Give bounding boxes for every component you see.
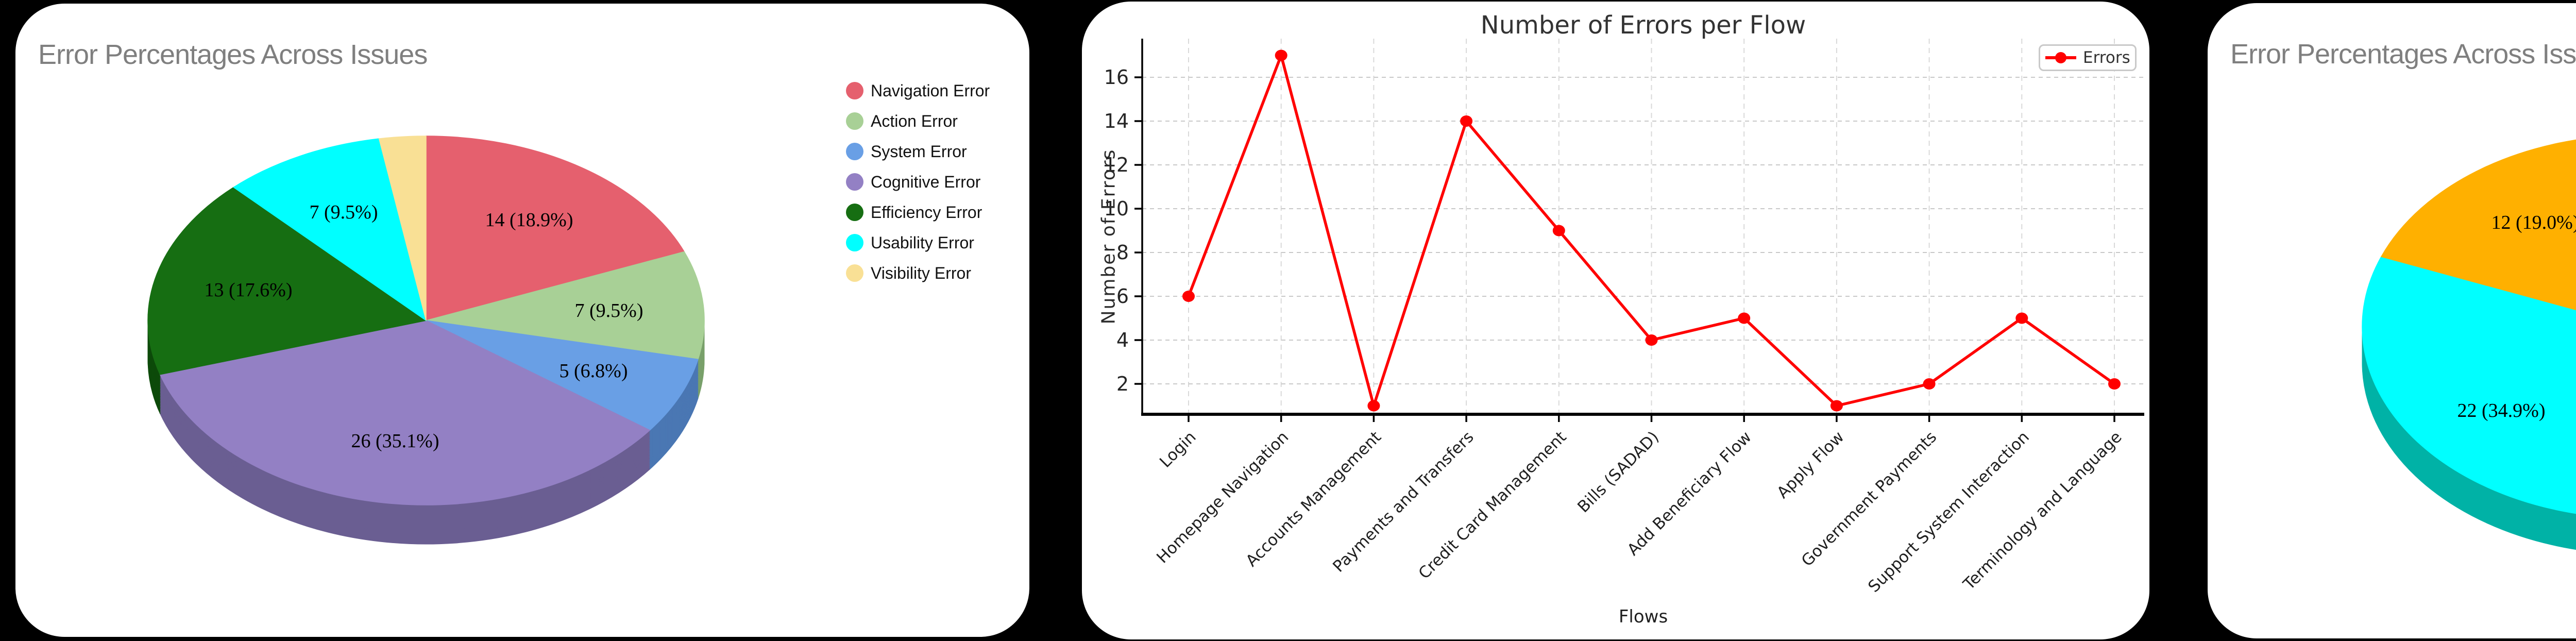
y-tick-label: 2: [1116, 373, 1129, 395]
y-tick-label: 4: [1116, 329, 1129, 351]
data-point-marker: [1552, 225, 1565, 237]
legend-swatch-icon: [846, 234, 863, 251]
legend-label: Efficiency Error: [871, 203, 982, 222]
legend-swatch-icon: [846, 173, 863, 191]
data-point-marker: [2015, 312, 2028, 324]
legend-item: Action Error: [846, 112, 990, 130]
pie-slice-label: 22 (34.9%): [2458, 400, 2546, 421]
legend-label: Cognitive Error: [871, 172, 981, 191]
data-point-marker: [1460, 115, 1473, 127]
legend-item: Efficiency Error: [846, 203, 990, 222]
data-point-marker: [1738, 312, 1751, 324]
x-tick-label: Support System Interaction: [1865, 428, 2033, 596]
data-point-marker: [1645, 334, 1658, 346]
y-tick-label: 16: [1104, 66, 1129, 89]
pie-slice-label: 26 (35.1%): [351, 430, 439, 452]
pie-chart-left-svg: 14 (18.9%) 7 (9.5%) 5 (6.8%) 26 (35.1%) 13 (…: [147, 136, 705, 545]
legend-item: Navigation Error: [846, 81, 990, 100]
x-tick-label: Terminology and Language: [1959, 428, 2125, 594]
legend-item: Cognitive Error: [846, 173, 990, 191]
pie-slice: [426, 251, 705, 360]
y-tick-label: 14: [1104, 110, 1129, 132]
pie-chart-right-svg: 19 (30.2%)8 (12.7%)22 (34.9%)12 (19.0%): [2362, 139, 2576, 550]
page-title-right: Error Percentages Across Issues: [2230, 39, 2576, 70]
line-chart-title: Number of Errors per Flow: [1480, 11, 1806, 40]
legend-swatch-icon: [846, 264, 863, 282]
pie-slice-label: 14 (18.9%): [485, 209, 573, 231]
data-point-marker: [1275, 49, 1287, 61]
pie-slice-label: 7 (9.5%): [310, 201, 378, 223]
legend-swatch-icon: [846, 82, 863, 99]
x-tick-label: Apply Flow: [1773, 428, 1848, 502]
pie-slice: [2380, 139, 2576, 311]
data-point-marker: [1830, 400, 1843, 412]
pie-slice-label: 7 (9.5%): [575, 300, 643, 322]
pie-slice-label: 13 (17.6%): [205, 279, 293, 301]
errors-line-marker-icon: [2045, 56, 2076, 59]
legend-label: Action Error: [871, 111, 958, 130]
panel-line-chart: 2 4 6 8 10 12 14 16 Login Homepage Navigation Acco…: [1082, 2, 2149, 639]
legend-label: Navigation Error: [871, 81, 990, 100]
pie-slice: [426, 136, 685, 321]
x-tick-label: Bills (SADAD): [1574, 428, 1663, 516]
pie-slice: [426, 320, 699, 431]
y-tick-label: 10: [1104, 197, 1129, 220]
x-tick-label: Credit Card Management: [1415, 428, 1570, 583]
pie-slice: [2362, 256, 2576, 514]
pie-slice: [159, 320, 651, 505]
legend-swatch-icon: [846, 143, 863, 160]
legend-swatch-icon: [846, 112, 863, 130]
x-tick-label: Login: [1156, 428, 1200, 471]
page-title-left: Error Percentages Across Issues: [38, 39, 428, 70]
legend-label: Errors: [2083, 48, 2130, 67]
x-axis-label: Flows: [1618, 606, 1668, 627]
legend-item: Usability Error: [846, 233, 990, 252]
y-tick-label: 8: [1116, 241, 1129, 264]
pie-slice: [378, 136, 427, 321]
y-tick-label: 6: [1116, 285, 1129, 308]
pie-slice-label: 5 (6.8%): [560, 360, 628, 382]
line-legend: Errors: [2039, 44, 2137, 71]
pie-slice: [147, 187, 427, 375]
pie-slice-label: 12 (19.0%): [2492, 212, 2576, 233]
data-point-marker: [2108, 378, 2121, 390]
legend-swatch-icon: [846, 204, 863, 221]
legend-item: Visibility Error: [846, 264, 990, 282]
y-axis-label: Number of Errors: [1098, 148, 1120, 325]
pie-slice: [233, 138, 427, 322]
y-tick-label: 12: [1104, 154, 1129, 176]
legend-label: System Error: [871, 142, 967, 161]
data-point-marker: [1923, 378, 1936, 390]
legend-item: System Error: [846, 142, 990, 161]
legend-label: Usability Error: [871, 233, 974, 252]
legend-left: Navigation Error Action Error System Error…: [846, 81, 990, 295]
panel-pie-left: 14 (18.9%) 7 (9.5%) 5 (6.8%) 26 (35.1%) 13 (…: [15, 4, 1029, 637]
panel-pie-right: 19 (30.2%)8 (12.7%)22 (34.9%)12 (19.0%) …: [2208, 3, 2576, 638]
legend-label: Visibility Error: [871, 263, 971, 282]
data-point-marker: [1367, 400, 1380, 412]
data-point-marker: [1182, 291, 1195, 302]
